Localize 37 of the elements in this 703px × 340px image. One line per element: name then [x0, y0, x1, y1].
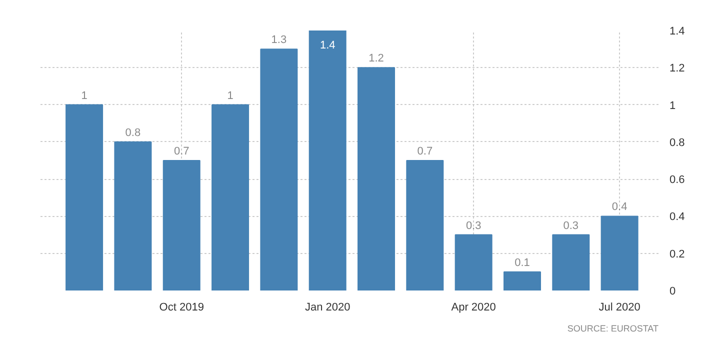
- y-tick-label: 0.6: [670, 174, 685, 186]
- bar: [454, 234, 492, 290]
- bar: [552, 234, 590, 290]
- y-tick-label: 1.2: [670, 62, 685, 75]
- bar: [66, 104, 104, 290]
- bar: [358, 67, 396, 290]
- y-tick-label: 0.2: [670, 248, 685, 260]
- bar: [260, 48, 298, 290]
- x-tick-label: Oct 2019: [159, 302, 204, 314]
- y-tick-label: 1: [670, 100, 676, 112]
- data-label: 0.8: [125, 126, 141, 139]
- data-label: 0.3: [466, 220, 482, 232]
- bar: [162, 160, 200, 290]
- bar: [406, 160, 444, 290]
- data-label: 1: [81, 90, 88, 102]
- data-label: 0.7: [417, 146, 433, 158]
- source-note: SOURCE: EUROSTAT: [567, 324, 659, 334]
- data-label: 1: [227, 90, 234, 102]
- data-label: 0.4: [612, 201, 628, 214]
- data-label: 0.1: [514, 256, 530, 269]
- y-tick-label: 1.4: [670, 26, 685, 38]
- x-tick-label: Jul 2020: [598, 302, 640, 314]
- y-tick-label: 0: [670, 286, 676, 298]
- data-label: 0.3: [563, 220, 579, 232]
- data-label: 1.2: [368, 52, 384, 65]
- bar: [308, 30, 346, 290]
- data-label: 1.4: [320, 40, 336, 52]
- y-tick-label: 0.8: [670, 136, 685, 149]
- bar: [114, 141, 152, 290]
- bar: [504, 271, 541, 290]
- data-label: 0.7: [174, 146, 190, 158]
- bar: [600, 216, 638, 290]
- data-label: 1.3: [271, 34, 287, 46]
- bar: [212, 104, 250, 290]
- y-tick-label: 0.4: [670, 211, 685, 224]
- x-tick-label: Apr 2020: [451, 302, 496, 314]
- x-tick-label: Jan 2020: [304, 302, 350, 314]
